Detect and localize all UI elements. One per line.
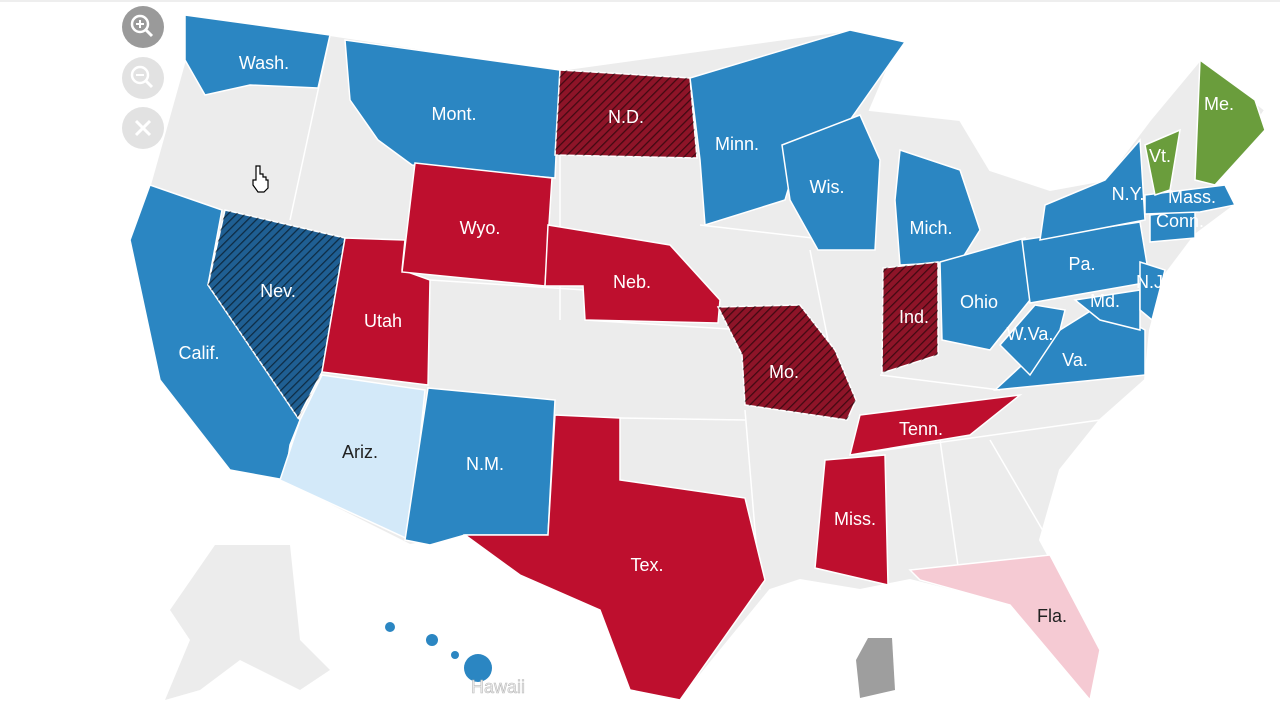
state-label: Md. — [1090, 291, 1120, 311]
state — [1144, 128, 1181, 196]
state-label: Mont. — [431, 104, 476, 124]
island — [426, 634, 438, 646]
state-label: N.J. — [1136, 272, 1168, 292]
state-label: N.D. — [608, 107, 644, 127]
island — [464, 654, 492, 682]
cursor — [252, 165, 269, 193]
state-label: W.Va. — [1007, 324, 1054, 344]
state-label: Me. — [1204, 94, 1234, 114]
state — [1039, 138, 1146, 241]
state — [908, 554, 1101, 702]
state-hatch — [718, 305, 856, 420]
state-label: Vt. — [1149, 146, 1171, 166]
state — [781, 114, 881, 251]
state — [998, 304, 1066, 377]
labels: Wash. Mont. N.D. Minn. Wis. Mich. Calif. Nev. Ut… — [178, 53, 1234, 697]
state-label: N.M. — [466, 454, 504, 474]
state-label: Pa. — [1068, 254, 1095, 274]
state-label: Mo. — [769, 362, 799, 382]
state-label: Tex. — [630, 555, 663, 575]
state — [814, 454, 889, 586]
state — [544, 224, 721, 324]
state — [279, 374, 426, 542]
state — [939, 237, 1031, 351]
state-hatch — [208, 210, 345, 418]
state — [184, 14, 331, 96]
state — [321, 237, 431, 386]
state — [1144, 184, 1237, 215]
state-label: Utah — [364, 311, 402, 331]
state — [462, 414, 766, 701]
island — [385, 622, 395, 632]
state-label: Minn. — [715, 134, 759, 154]
state-label: Tenn. — [899, 419, 943, 439]
state-label: Neb. — [613, 272, 651, 292]
state — [848, 393, 1023, 456]
zoom-out-button[interactable] — [122, 57, 164, 99]
state-label: Wis. — [810, 177, 845, 197]
alaska — [165, 545, 330, 700]
island — [451, 651, 459, 659]
state-label: Ind. — [899, 307, 929, 327]
territory — [856, 638, 895, 698]
state-label: Conn. — [1156, 211, 1204, 231]
state-hatch — [882, 262, 938, 373]
state-label: N.Y. — [1112, 184, 1145, 204]
state-label: Calif. — [178, 343, 219, 363]
state — [1139, 260, 1166, 322]
state — [1194, 58, 1266, 186]
state-label: Wash. — [239, 53, 289, 73]
state-label: Hawaii — [471, 677, 525, 697]
state-label: Miss. — [834, 509, 876, 529]
state-label: Ariz. — [342, 442, 378, 462]
state-label: Nev. — [260, 281, 296, 301]
state-label: Mich. — [909, 218, 952, 238]
state-label: Fla. — [1037, 606, 1067, 626]
state-label: Mass. — [1168, 187, 1216, 207]
states — [129, 14, 1266, 702]
reset-button[interactable] — [122, 107, 164, 149]
state-hatch — [555, 70, 697, 158]
state — [1073, 289, 1141, 331]
state-label: Va. — [1062, 350, 1088, 370]
state-label: Wyo. — [460, 218, 501, 238]
zoom-in-button[interactable] — [122, 6, 164, 48]
state-label: Ohio — [960, 292, 998, 312]
